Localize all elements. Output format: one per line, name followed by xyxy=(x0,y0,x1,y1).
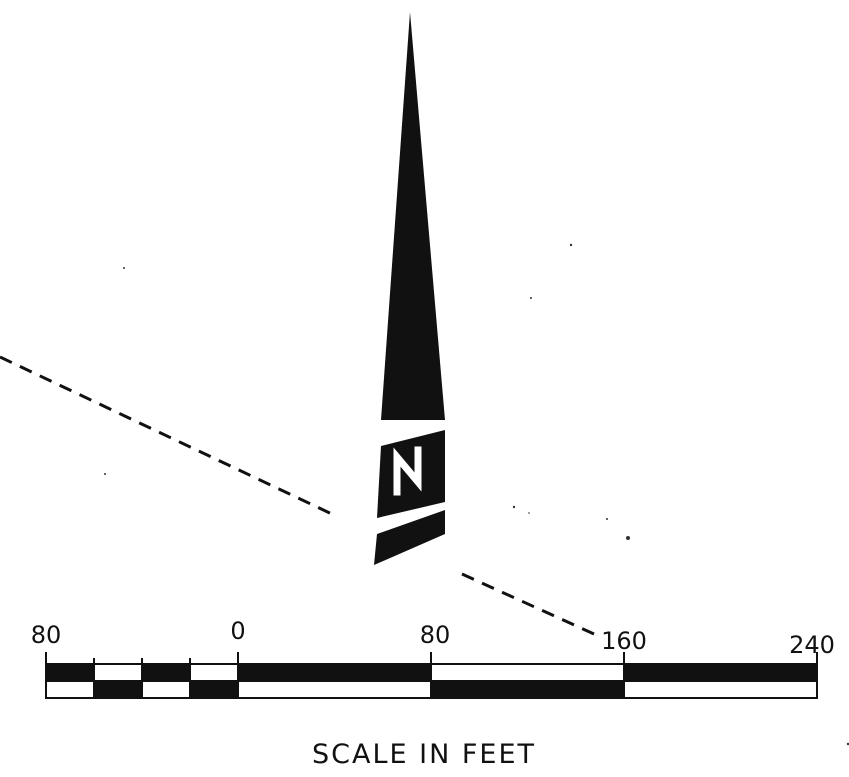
scale-tick-label: 0 xyxy=(230,617,245,645)
scale-seg xyxy=(431,681,624,698)
scale-seg xyxy=(94,681,142,698)
scan-speckles xyxy=(104,243,849,746)
north-arrow-letter xyxy=(393,446,422,496)
scale-seg xyxy=(46,664,94,681)
scale-tick-label: 240 xyxy=(789,631,835,659)
boundary-dashed-line-lower xyxy=(461,572,595,636)
scale-seg xyxy=(190,681,238,698)
scale-bar-title: SCALE IN FEET xyxy=(312,739,536,770)
north-arrow-icon xyxy=(374,12,445,565)
boundary-dashed-line-upper xyxy=(0,355,335,517)
scale-seg xyxy=(142,664,190,681)
scale-seg xyxy=(238,664,431,681)
scale-tick-label: 160 xyxy=(601,627,647,655)
scale-tick-label: 80 xyxy=(420,621,451,649)
scale-seg xyxy=(624,664,817,681)
north-arrow-spire xyxy=(381,12,445,420)
scale-tick-label: 80 xyxy=(31,621,62,649)
north-arrow-base-bar xyxy=(374,510,445,565)
scale-bar: 80 0 80 160 240 SCALE IN FEET xyxy=(31,617,835,770)
